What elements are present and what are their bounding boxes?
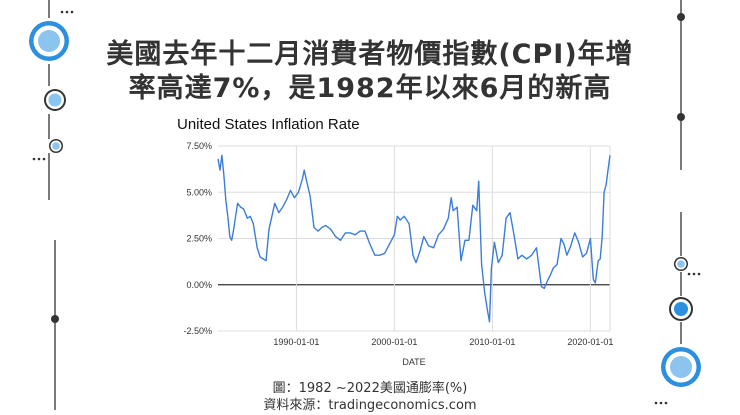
caption-source: 資料來源：tradingeconomics.com (263, 398, 477, 413)
concentric-circle-icon (49, 139, 63, 153)
y-tick-label: 7.50% (186, 141, 212, 151)
x-tick-label: 2020-01-01 (567, 337, 613, 347)
dot-icon (677, 113, 685, 121)
grid-layer (218, 145, 611, 332)
concentric-circle-icon (661, 347, 701, 387)
concentric-circle-icon (44, 89, 66, 111)
headline-line-1: 美國去年十二月消費者物價指數(CPI)年增 (106, 39, 634, 70)
y-tick-label: 2.50% (186, 234, 212, 244)
series-line (217, 154, 611, 323)
y-tick-label: 0.00% (186, 280, 212, 290)
y-tick-label: -2.50% (183, 326, 212, 336)
ellipsis-icon (32, 157, 46, 161)
axis-layer: -2.50% 0.00% 2.50% 5.00% 7.50% 1990-01-01 2000… (183, 141, 613, 367)
dot-icon (51, 315, 59, 323)
concentric-circle-icon (669, 297, 693, 321)
x-tick-label: 2010-01-01 (469, 337, 515, 347)
y-tick-label: 5.00% (186, 187, 212, 197)
dot-icon (677, 13, 685, 21)
ellipsis-icon (60, 10, 74, 14)
x-tick-label: 2000-01-01 (371, 337, 417, 347)
caption-figure: 圖：1982 ~2022美國通膨率(%) (272, 381, 468, 396)
concentric-circle-icon (674, 257, 688, 271)
series-layer (217, 154, 611, 323)
ellipsis-icon (654, 401, 668, 405)
ellipsis-icon (687, 272, 701, 276)
x-axis-label: DATE (402, 357, 425, 367)
concentric-circle-icon (29, 21, 69, 61)
headline-line-2: 率高達7%，是1982年以來6月的新高 (128, 73, 612, 104)
left-decor (48, 0, 56, 410)
chart-title: United States Inflation Rate (177, 116, 360, 133)
x-tick-label: 1990-01-01 (273, 337, 319, 347)
